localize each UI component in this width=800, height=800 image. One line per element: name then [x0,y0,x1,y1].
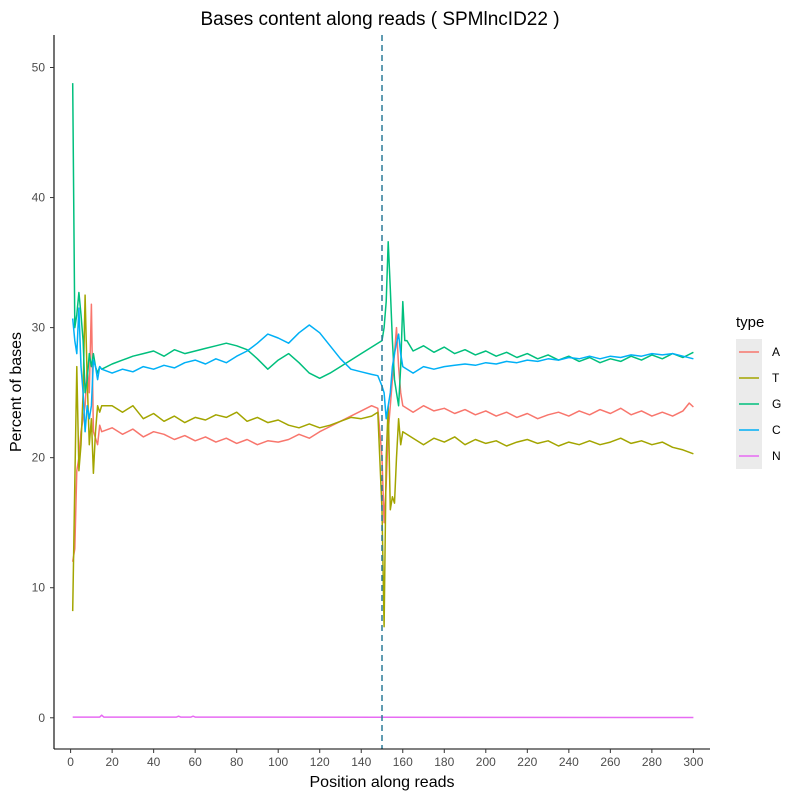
x-tick-label: 280 [642,755,662,769]
x-tick-label: 120 [310,755,330,769]
x-tick-label: 60 [188,755,202,769]
x-tick-label: 20 [105,755,119,769]
legend-label-T: T [772,371,780,385]
x-tick-label: 220 [517,755,537,769]
y-tick-label: 30 [32,321,46,335]
y-tick-label: 0 [38,711,45,725]
chart-title: Bases content along reads ( SPMlncID22 ) [200,9,559,30]
legend-label-N: N [772,449,781,463]
x-tick-label: 160 [393,755,413,769]
y-tick-label: 40 [32,191,46,205]
series-line-C [71,307,694,433]
x-tick-label: 100 [268,755,288,769]
x-tick-label: 300 [683,755,703,769]
series-line-G [71,83,694,407]
series-line-T [71,294,694,628]
legend-title: type [736,314,764,331]
legend-label-C: C [772,423,781,437]
x-axis-title: Position along reads [310,774,455,791]
y-tick-label: 20 [32,451,46,465]
x-tick-label: 200 [476,755,496,769]
y-tick-label: 50 [32,61,46,75]
x-tick-label: 80 [230,755,244,769]
series-line-A [71,303,694,562]
x-tick-label: 40 [147,755,161,769]
x-tick-label: 240 [559,755,579,769]
x-tick-label: 140 [351,755,371,769]
legend-label-A: A [772,345,780,359]
y-axis-ticks: 0 10 20 30 40 50 [32,61,54,725]
legend-label-G: G [772,397,781,411]
x-axis-ticks: 0 20 40 60 80 100 120 140 160 180 200 220 240 260 280 3… [67,749,704,769]
x-tick-label: 0 [67,755,74,769]
y-axis-title: Percent of bases [8,332,25,452]
series-line-N [72,714,694,719]
y-tick-label: 10 [32,581,46,595]
x-tick-label: 260 [600,755,620,769]
plot-area [71,35,694,749]
x-tick-label: 180 [434,755,454,769]
